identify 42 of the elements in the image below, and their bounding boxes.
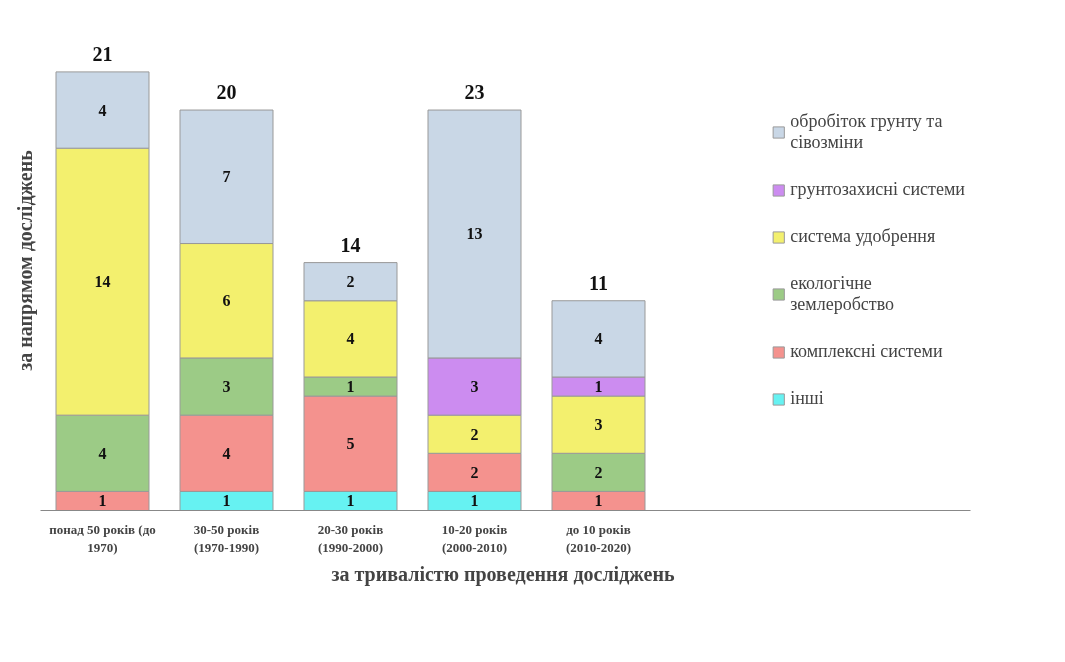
legend-label: система удобрення <box>790 226 936 247</box>
data-label: 1 <box>470 492 479 510</box>
data-label: 5 <box>346 435 355 453</box>
total-label: 23 <box>464 81 485 104</box>
x-tick-label: до 10 років (2010-2020) <box>566 521 632 555</box>
data-label: 2 <box>594 463 603 481</box>
data-label: 7 <box>222 168 231 186</box>
data-label: 6 <box>222 292 231 310</box>
legend-label: обробіток грунту та сівозміни <box>790 111 943 153</box>
data-label: 1 <box>594 492 603 510</box>
y-axis-title: за напрямом досліджень <box>13 149 37 371</box>
data-label: 14 <box>94 273 111 291</box>
total-label: 14 <box>340 233 361 256</box>
legend-label: комплексні системи <box>790 341 943 362</box>
data-label: 2 <box>470 425 479 443</box>
total-label: 20 <box>216 81 237 104</box>
data-label: 3 <box>594 416 603 434</box>
data-label: 4 <box>98 444 107 462</box>
data-label: 2 <box>470 463 479 481</box>
data-label: 4 <box>98 101 107 119</box>
data-label: 1 <box>594 378 603 396</box>
data-label: 13 <box>466 225 483 243</box>
data-label: 1 <box>346 492 355 510</box>
data-label: 1 <box>98 492 107 510</box>
x-tick-label: понад 50 років (до 1970) <box>49 521 156 555</box>
legend-label: грунтозахисні системи <box>790 179 965 200</box>
x-tick-label: 20-30 років (1990-2000) <box>317 521 384 555</box>
data-label: 1 <box>222 492 231 510</box>
x-tick-label: 10-20 років (2000-2010) <box>441 521 508 555</box>
data-label: 1 <box>346 378 355 396</box>
x-axis-title: за тривалістю проведення досліджень <box>331 562 675 586</box>
data-label: 3 <box>470 378 479 396</box>
legend-label: екологічне землеробство <box>790 273 895 315</box>
data-label: 4 <box>222 444 231 462</box>
data-label: 2 <box>346 273 355 291</box>
data-label: 4 <box>594 330 603 348</box>
data-label: 3 <box>222 378 231 396</box>
data-label: 4 <box>346 330 355 348</box>
total-label: 11 <box>589 271 608 294</box>
x-tick-label: 30-50 років (1970-1990) <box>193 521 260 555</box>
legend-label: інші <box>790 388 824 409</box>
total-label: 21 <box>92 42 113 65</box>
